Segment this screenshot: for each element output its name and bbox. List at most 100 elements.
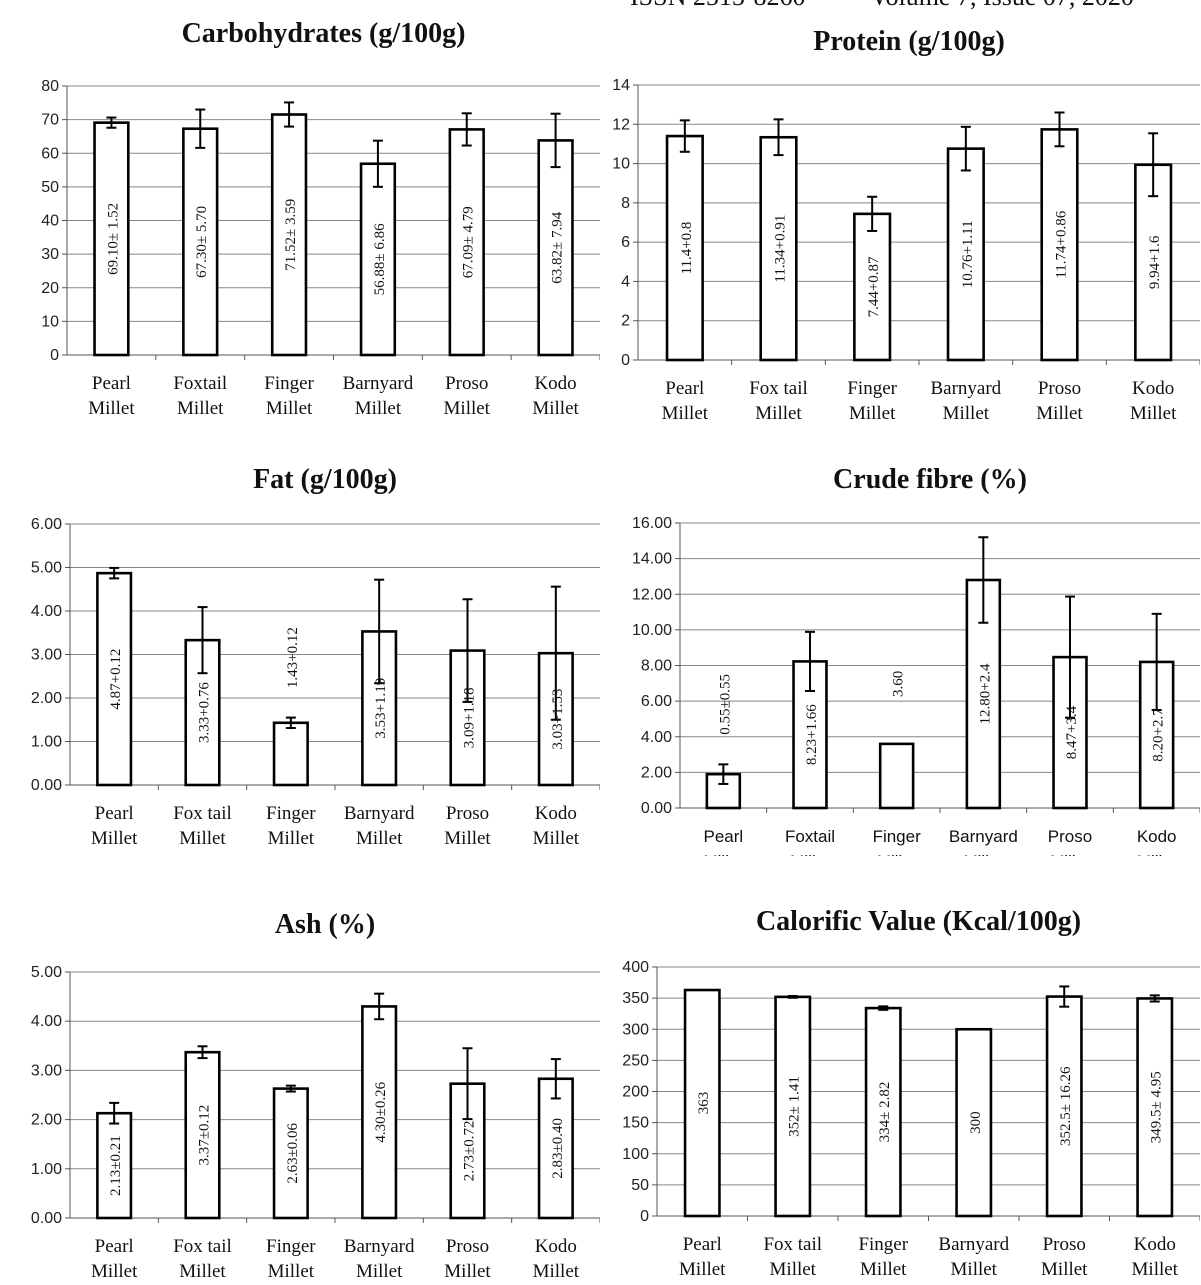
x-category-label: Pearl <box>665 378 704 399</box>
x-category-label: Finger <box>847 378 897 399</box>
bar <box>93 121 130 357</box>
x-category-label: Millet <box>703 852 743 856</box>
y-tick-label: 14.00 <box>632 551 672 568</box>
y-tick-label: 12 <box>612 116 630 133</box>
x-category-label: Millet <box>849 403 896 424</box>
bar <box>272 1087 309 1220</box>
bar <box>946 147 985 362</box>
data-label: 2.63±0.06 <box>285 1122 301 1183</box>
y-tick-label: 60 <box>41 145 59 162</box>
y-tick-label: 2.00 <box>31 1112 62 1129</box>
x-category-label: Millet <box>268 1261 315 1282</box>
chart-title: Protein (g/100g) <box>813 26 1005 57</box>
y-tick-label: 50 <box>41 179 59 196</box>
y-tick-label: 14 <box>612 77 630 94</box>
y-tick-label: 3.00 <box>31 1062 62 1079</box>
data-label: 67.09± 4.79 <box>461 206 477 278</box>
y-tick-label: 2.00 <box>641 764 672 781</box>
x-category-label: Millet <box>1041 1259 1088 1280</box>
x-category-label: Millet <box>356 1261 403 1282</box>
y-tick-label: 350 <box>622 990 649 1007</box>
x-category-label: Pearl <box>92 373 131 394</box>
x-category-label: Millet <box>755 403 802 424</box>
x-category-label: Finger <box>873 827 922 846</box>
y-tick-label: 2.00 <box>31 690 62 707</box>
x-category-label: Millet <box>444 398 491 419</box>
x-category-label: Proso <box>446 1236 489 1257</box>
x-category-label: Proso <box>1043 1234 1086 1255</box>
data-label: 2.13±0.21 <box>108 1135 124 1196</box>
y-tick-label: 10 <box>41 313 59 330</box>
x-category-label: Millet <box>770 1259 817 1280</box>
y-tick-label: 20 <box>41 280 59 297</box>
y-tick-label: 30 <box>41 246 59 263</box>
data-label: 8.20+2.7 <box>1151 708 1167 762</box>
x-category-label: Millet <box>533 1261 580 1282</box>
x-category-label: Finger <box>858 1234 908 1255</box>
y-tick-label: 5.00 <box>31 964 62 981</box>
data-label: 1.43+0.12 <box>285 627 301 688</box>
x-category-label: Millet <box>444 828 491 849</box>
data-label: 8.47+3.4 <box>1064 705 1080 759</box>
crude-fibre-chart: Crude fibre (%) 0.00 2.00 4.00 6.00 8.00 10.00… <box>600 428 1200 856</box>
y-tick-label: 4.00 <box>31 1013 62 1030</box>
data-label: 300 <box>968 1111 984 1134</box>
y-tick-label: 16.00 <box>632 515 672 532</box>
data-label: 56.88± 6.86 <box>372 223 388 295</box>
chart-title: Carbohydrates (g/100g) <box>182 18 466 49</box>
data-label: 349.5± 4.95 <box>1149 1071 1165 1143</box>
y-tick-label: 12.00 <box>632 586 672 603</box>
data-label: 3.53+1.19 <box>373 678 389 739</box>
y-tick-label: 5.00 <box>31 560 62 577</box>
bar <box>774 995 812 1218</box>
y-tick-label: 300 <box>622 1021 649 1038</box>
fat-chart: Fat (g/100g) 0.00 1.00 2.00 3.00 4.00 5.00 6.00… <box>0 428 600 856</box>
data-label: 71.52± 3.59 <box>283 199 299 271</box>
bar <box>1134 163 1173 362</box>
data-label: 11.74+0.86 <box>1054 210 1070 278</box>
x-category-label: Proso <box>446 803 489 824</box>
y-tick-label: 0 <box>640 1208 649 1225</box>
x-category-label: Foxtail <box>173 373 227 394</box>
x-category-label: Barnyard <box>949 827 1018 846</box>
bar <box>359 162 397 357</box>
data-label: 334± 2.82 <box>877 1082 893 1143</box>
bar <box>665 134 704 362</box>
x-category-label: Proso <box>1038 378 1081 399</box>
x-category-label: Millet <box>1050 852 1090 856</box>
x-category-label: Kodo <box>1132 378 1174 399</box>
data-label: 12.80+2.4 <box>977 663 993 724</box>
y-tick-label: 80 <box>41 78 59 95</box>
y-tick-label: 6.00 <box>31 516 62 533</box>
chart-title: Crude fibre (%) <box>833 464 1027 495</box>
x-category-label: Millet <box>268 828 315 849</box>
bar <box>1045 995 1083 1218</box>
x-category-label: Fox tail <box>173 1236 232 1257</box>
y-tick-label: 250 <box>622 1052 649 1069</box>
data-label: 3.33+0.76 <box>197 682 213 743</box>
x-category-label: Millet <box>355 398 402 419</box>
y-tick-label: 4 <box>621 273 630 290</box>
chart-title: Calorific Value (Kcal/100g) <box>756 906 1081 937</box>
data-label: 69.10± 1.52 <box>105 203 121 275</box>
y-tick-label: 4.00 <box>31 603 62 620</box>
x-category-label: Kodo <box>535 803 577 824</box>
y-tick-label: 0.00 <box>641 800 672 817</box>
x-category-label: Fox tail <box>749 378 808 399</box>
bar <box>270 113 308 357</box>
page-header: ISSN 2515-8260 Volume 7, Issue 07, 2020 <box>630 0 1134 12</box>
x-category-label: Barnyard <box>938 1234 1009 1255</box>
data-label: 3.09+1.18 <box>462 687 478 748</box>
y-tick-label: 10.00 <box>632 622 672 639</box>
calorific-value-chart: Calorific Value (Kcal/100g) 0 50 100 150 200 2… <box>600 856 1200 1285</box>
data-label: 63.82± 7.94 <box>550 211 566 283</box>
data-label: 11.4+0.8 <box>679 222 695 275</box>
y-tick-label: 50 <box>631 1177 649 1194</box>
x-category-label: Finger <box>266 1236 316 1257</box>
x-category-label: Pearl <box>95 1236 134 1257</box>
y-tick-label: 0 <box>50 347 59 364</box>
y-tick-label: 2 <box>621 313 630 330</box>
y-tick-label: 3.00 <box>31 647 62 664</box>
x-category-label: Kodo <box>1134 1234 1176 1255</box>
x-category-label: Finger <box>266 803 316 824</box>
